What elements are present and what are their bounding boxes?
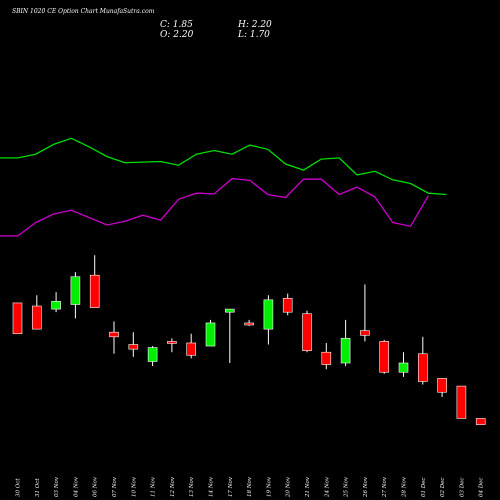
candle-body — [398, 362, 409, 373]
candle-body — [456, 385, 467, 419]
x-axis-labels: 30 Oct 31 Oct 03 Nov 04 Nov 06 Nov 07 Nov 10 N… — [16, 476, 485, 498]
x-tick-label: 13 Nov — [189, 476, 195, 497]
candle — [360, 284, 370, 342]
low-readout: L: 1.70 — [237, 30, 270, 40]
candle — [51, 292, 61, 313]
x-tick-label: 21 Nov — [305, 476, 311, 498]
candle — [456, 385, 467, 419]
candle-body — [89, 274, 100, 308]
candle-body — [417, 353, 428, 382]
x-tick-label: 03 Nov — [54, 476, 60, 497]
candle-body — [225, 308, 235, 313]
x-tick-label: 03 Dec — [459, 478, 465, 498]
x-tick-label: 02 Dec — [440, 478, 446, 498]
x-tick-label: 12 Nov — [170, 476, 176, 497]
candle-body — [379, 341, 390, 373]
candle — [417, 336, 428, 385]
close-readout: C: 1.85 — [160, 20, 193, 30]
candle — [263, 295, 274, 345]
x-tick-label: 07 Nov — [112, 476, 118, 497]
x-tick-label: 10 Nov — [131, 476, 137, 497]
candle-body — [109, 331, 119, 338]
x-tick-label: 01 Dec — [421, 478, 427, 498]
indicator-line — [0, 177, 429, 237]
indicator-line — [0, 137, 447, 196]
candle-body — [205, 322, 216, 347]
candle-body — [128, 344, 139, 350]
x-tick-label: 24 Nov — [324, 476, 330, 498]
candle — [31, 295, 42, 330]
x-tick-label: 19 Nov — [266, 476, 272, 497]
candle-body — [147, 347, 158, 362]
candle — [398, 352, 409, 377]
candle — [340, 319, 351, 367]
candle-body — [340, 338, 351, 364]
x-tick-label: 28 Nov — [402, 476, 408, 498]
candle-body — [244, 322, 254, 326]
candle — [282, 293, 293, 316]
x-tick-label: 26 Nov — [363, 476, 369, 498]
candle — [205, 319, 216, 347]
candle-body — [282, 298, 293, 313]
x-tick-label: 14 Nov — [209, 476, 215, 497]
candle — [128, 332, 139, 357]
candle-body — [31, 305, 42, 330]
candle-body — [360, 330, 370, 336]
candle — [437, 378, 447, 397]
candle — [109, 321, 119, 354]
candle — [225, 308, 235, 363]
candle-body — [302, 313, 312, 351]
candle — [167, 338, 177, 353]
candle-body — [167, 341, 177, 344]
candle-body — [186, 342, 196, 356]
candle — [12, 302, 23, 335]
indicator-lines — [0, 137, 447, 237]
candle — [147, 346, 158, 367]
candle — [186, 333, 196, 359]
candle — [89, 255, 100, 308]
x-tick-label: 06 Nov — [93, 476, 99, 497]
candles — [12, 255, 486, 425]
x-tick-label: 25 Nov — [344, 476, 350, 498]
candle — [302, 310, 312, 353]
candle — [321, 342, 332, 370]
candle-body — [51, 301, 61, 310]
candle-body — [12, 302, 23, 335]
x-tick-label: 17 Nov — [228, 476, 234, 497]
x-tick-label: 18 Nov — [247, 476, 253, 497]
candle-body — [437, 378, 447, 393]
x-tick-label: 31 Oct — [35, 478, 41, 497]
candle — [475, 418, 486, 425]
candle — [70, 272, 81, 319]
candle — [379, 339, 390, 374]
high-readout: H: 2.20 — [237, 20, 272, 30]
chart-title: SBIN 1020 CE Option Chart MunafaSutra.co… — [12, 8, 155, 15]
candle-body — [263, 299, 274, 330]
x-tick-label: 04 Dec — [479, 478, 485, 498]
x-tick-label: 11 Nov — [151, 476, 157, 497]
candle-body — [70, 276, 81, 305]
x-tick-label: 20 Nov — [286, 476, 292, 498]
x-tick-label: 27 Nov — [382, 476, 388, 498]
x-tick-label: 04 Nov — [73, 476, 79, 497]
candle — [244, 319, 254, 327]
candle-body — [475, 418, 486, 425]
x-tick-label: 30 Oct — [16, 478, 22, 497]
candle-body — [321, 351, 332, 365]
open-readout: O: 2.20 — [160, 30, 194, 40]
